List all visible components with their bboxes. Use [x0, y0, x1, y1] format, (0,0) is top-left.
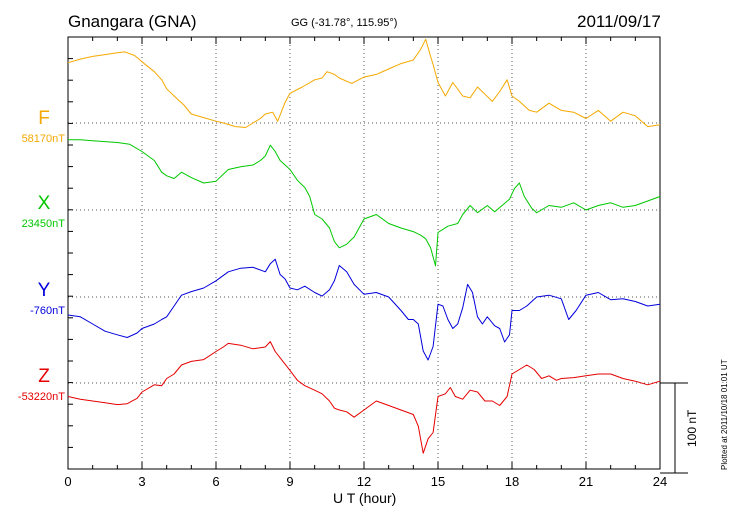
x-tick-label: 3 [138, 474, 146, 489]
scale-bar-label: 100 nT [685, 409, 699, 447]
series-lines [67, 38, 661, 454]
series-line-f [67, 38, 661, 128]
channel-label-x: X [37, 193, 51, 214]
x-tick-label: 12 [356, 474, 372, 489]
series-line-z [67, 341, 661, 454]
x-tick-label: 24 [652, 474, 668, 489]
series-line-y [67, 258, 661, 361]
x-tick-label: 0 [64, 474, 72, 489]
channel-baseline-f: 58170nT [21, 133, 65, 145]
station-coordinates: GG (-31.78°, 115.95°) [291, 17, 398, 29]
x-axis-label: U T (hour) [333, 490, 397, 506]
x-tick-label: 21 [578, 474, 594, 489]
channel-baseline-y: -760nT [30, 305, 65, 317]
channel-baseline-z: -53220nT [17, 391, 65, 403]
plotted-timestamp: Plotted at 2011/10/18 01:01 UT [720, 359, 729, 470]
x-tick-label: 18 [504, 474, 520, 489]
grid-lines [68, 37, 660, 469]
x-tick-label: 9 [286, 474, 294, 489]
channel-label-z: Z [38, 366, 50, 387]
x-tick-label: 6 [212, 474, 220, 489]
axis-ticks [67, 36, 661, 469]
channel-baseline-x: 23450nT [21, 218, 65, 230]
channel-label-f: F [38, 108, 50, 129]
scale-bar [660, 382, 688, 474]
channel-label-y: Y [37, 280, 51, 301]
series-line-x [68, 139, 661, 267]
x-tick-label: 15 [430, 474, 446, 489]
plot-date: 2011/09/17 [577, 12, 661, 31]
station-title: Gnangara (GNA) [68, 12, 197, 31]
